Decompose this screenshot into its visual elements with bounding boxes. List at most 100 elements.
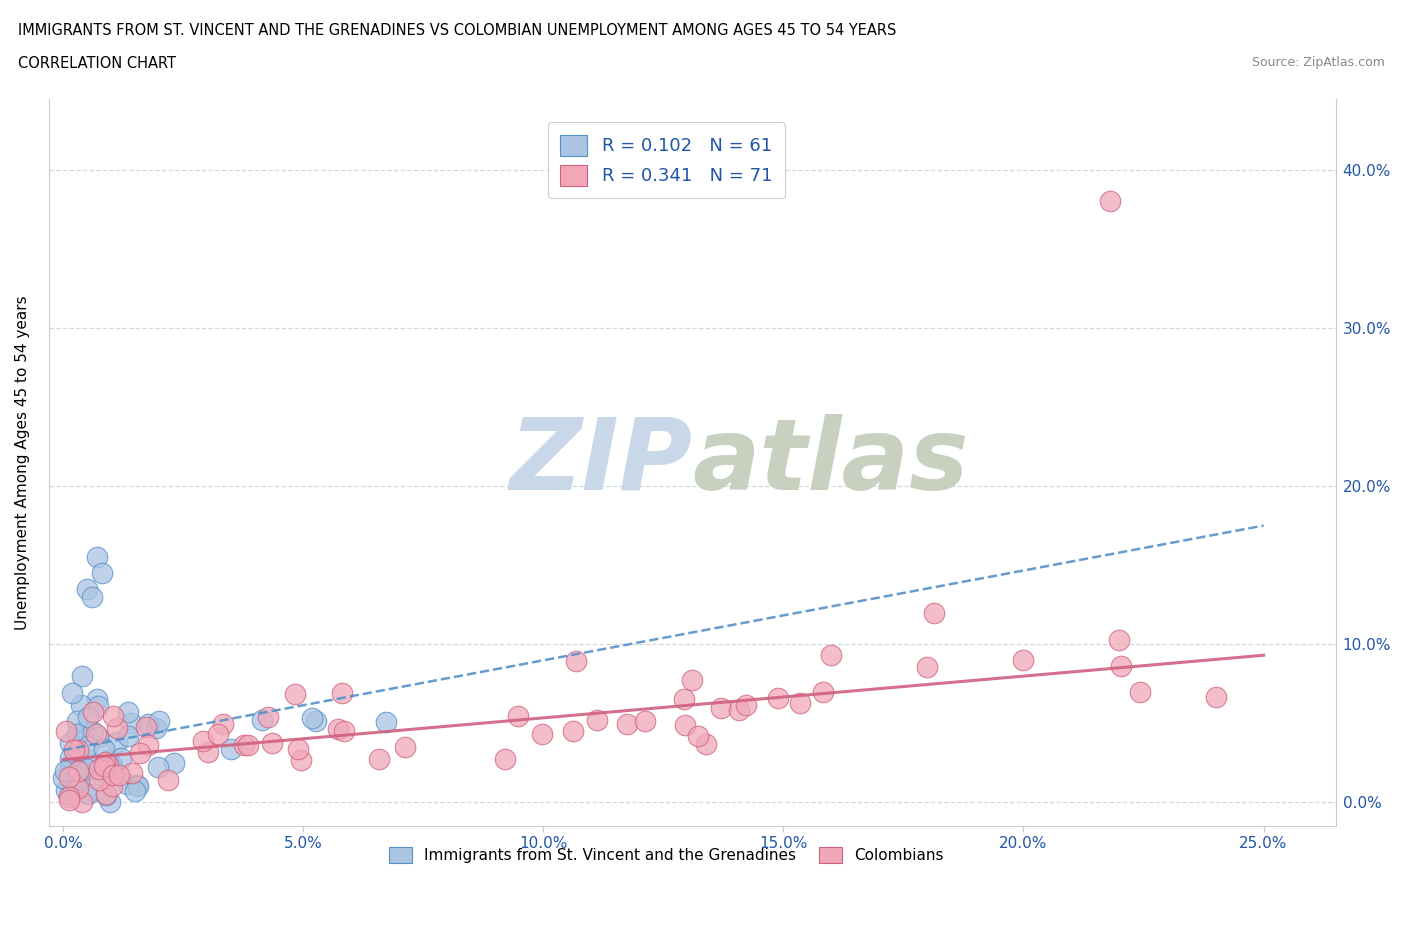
Point: [101, 709, 124, 724]
Point: [207, 726, 229, 741]
Point: [96, 787, 118, 802]
Point: [90, 565, 112, 580]
Point: [193, 734, 215, 749]
Point: [90, 768, 112, 783]
Point: [93, 759, 115, 774]
Point: [1108, 632, 1130, 647]
Point: [734, 698, 756, 712]
Point: [1205, 689, 1227, 704]
Point: [634, 713, 657, 728]
Point: [148, 714, 170, 729]
Point: [531, 726, 554, 741]
Point: [76, 738, 98, 753]
Point: [562, 724, 585, 738]
Point: [58, 787, 80, 802]
Point: [72, 669, 94, 684]
Point: [163, 755, 186, 770]
Point: [67, 743, 90, 758]
Point: [156, 772, 179, 787]
Point: [252, 712, 274, 727]
Point: [922, 605, 945, 620]
Point: [136, 717, 159, 732]
Point: [89, 762, 111, 777]
Point: [67, 764, 90, 778]
Point: [87, 730, 110, 745]
Point: [117, 705, 139, 720]
Point: [616, 716, 638, 731]
Point: [287, 741, 309, 756]
Point: [108, 767, 131, 782]
Point: [333, 724, 356, 738]
Point: [94, 787, 117, 802]
Point: [76, 581, 98, 596]
Point: [97, 758, 120, 773]
Point: [77, 710, 100, 724]
Point: [330, 685, 353, 700]
Point: [236, 737, 259, 752]
Point: [63, 748, 86, 763]
Point: [121, 765, 143, 780]
Point: [59, 759, 82, 774]
Point: [117, 729, 139, 744]
Point: [98, 752, 121, 767]
Point: [673, 717, 696, 732]
Point: [686, 728, 709, 743]
Point: [135, 719, 157, 734]
Point: [145, 721, 167, 736]
Point: [304, 713, 326, 728]
Point: [63, 743, 86, 758]
Point: [506, 709, 529, 724]
Point: [766, 691, 789, 706]
Point: [72, 724, 94, 739]
Point: [260, 735, 283, 750]
Point: [77, 787, 100, 802]
Point: [326, 722, 349, 737]
Point: [1129, 685, 1152, 700]
Point: [69, 698, 91, 712]
Point: [710, 701, 733, 716]
Point: [820, 647, 842, 662]
Point: [55, 783, 77, 798]
Point: [565, 654, 588, 669]
Point: [53, 764, 76, 778]
Point: [136, 737, 159, 752]
Point: [52, 771, 75, 786]
Point: [66, 763, 89, 777]
Point: [105, 720, 128, 735]
Point: [727, 702, 749, 717]
Point: [58, 792, 80, 807]
Point: [813, 684, 835, 699]
Point: [77, 753, 100, 768]
Point: [58, 751, 80, 765]
Point: [120, 715, 142, 730]
Y-axis label: Unemployment Among Ages 45 to 54 years: Unemployment Among Ages 45 to 54 years: [15, 295, 30, 630]
Point: [681, 673, 703, 688]
Point: [69, 772, 91, 787]
Point: [1098, 194, 1121, 209]
Point: [76, 786, 98, 801]
Point: [67, 726, 90, 741]
Point: [93, 741, 115, 756]
Point: [86, 727, 108, 742]
Point: [65, 727, 87, 742]
Point: [100, 760, 122, 775]
Text: Source: ZipAtlas.com: Source: ZipAtlas.com: [1251, 56, 1385, 69]
Point: [59, 736, 82, 751]
Point: [62, 774, 84, 789]
Point: [394, 739, 416, 754]
Point: [76, 762, 98, 777]
Point: [94, 754, 117, 769]
Text: CORRELATION CHART: CORRELATION CHART: [18, 56, 176, 71]
Point: [86, 550, 108, 565]
Point: [494, 751, 516, 766]
Point: [101, 779, 124, 794]
Point: [82, 704, 104, 719]
Point: [98, 795, 121, 810]
Point: [586, 712, 609, 727]
Text: IMMIGRANTS FROM ST. VINCENT AND THE GRENADINES VS COLOMBIAN UNEMPLOYMENT AMONG A: IMMIGRANTS FROM ST. VINCENT AND THE GREN…: [18, 23, 897, 38]
Point: [80, 590, 103, 604]
Text: ZIP: ZIP: [509, 414, 692, 511]
Point: [128, 745, 150, 760]
Point: [1012, 653, 1035, 668]
Point: [695, 737, 717, 751]
